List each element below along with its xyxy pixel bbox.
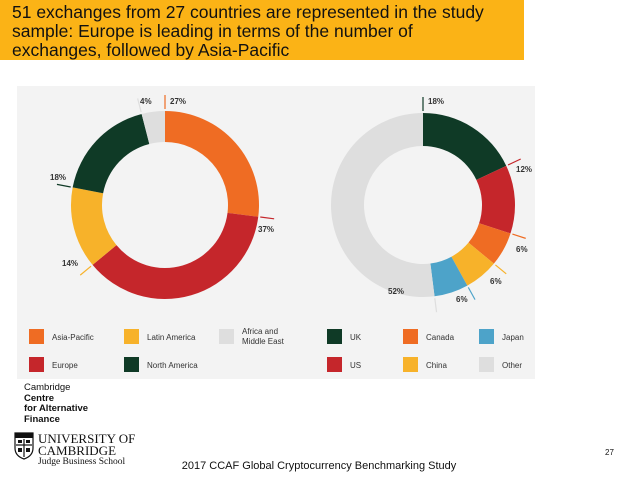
donut2-slice-other (331, 113, 435, 297)
donut2-label-china: 6% (490, 277, 502, 286)
donut1-slice-europe (92, 212, 259, 299)
legend1-swatch-north-america (124, 357, 139, 372)
legend1-label-north-america: North America (147, 361, 198, 370)
donut2-slice-us (476, 165, 515, 234)
legend2-swatch-us (327, 357, 342, 372)
footer-text: 2017 CCAF Global Cryptocurrency Benchmar… (181, 460, 457, 472)
legend1-swatch-asia-pacific (29, 329, 44, 344)
donut1-label-europe: 37% (258, 225, 274, 234)
legend1-swatch-latin-america (124, 329, 139, 344)
donut2-leader-china (495, 264, 507, 275)
legend2-label-uk: UK (350, 333, 362, 342)
donut1-slice-north-america (72, 113, 150, 194)
donut2-label-other: 52% (388, 287, 404, 296)
cambridge-text: CAMBRIDGE (38, 443, 117, 458)
donut2-label-uk: 18% (428, 97, 444, 106)
donut2-slice-japan (430, 256, 468, 297)
donut2-leader-us (507, 158, 521, 166)
ccaf-logo-line-3: for Alternative (24, 403, 89, 414)
legend1-swatch-europe (29, 357, 44, 372)
donut1-label-north-america: 18% (50, 173, 66, 182)
legend2-swatch-china (403, 357, 418, 372)
legend1-label-latin-america: Latin America (147, 333, 196, 342)
legend2-swatch-other (479, 357, 494, 372)
slide-title-line-3: exchanges, followed by Asia-Pacific (12, 40, 290, 60)
legend2-swatch-canada (403, 329, 418, 344)
legend2-label-canada: Canada (426, 333, 455, 342)
ccaf-logo: Cambridge Centre for Alternative Finance (24, 382, 89, 425)
legend2-label-other: Other (502, 361, 522, 370)
university-of-text: UNIVERSITY OF (38, 431, 136, 446)
judge-business-school-text: Judge Business School (38, 457, 126, 467)
donut1-leader-europe (260, 216, 275, 220)
ccaf-logo-line-2: Centre (24, 392, 55, 404)
donut2-slice-china (451, 242, 494, 286)
legend2-swatch-japan (479, 329, 494, 344)
donut2-leader-japan (467, 287, 476, 300)
crest-icon (14, 432, 34, 460)
legend1-label-europe: Europe (52, 361, 78, 370)
donut1-slice-asia-pacific (165, 111, 259, 217)
donut1-label-asia-pacific: 27% (170, 97, 186, 106)
legend1-label-africa-and-middle-east-line-2: Middle East (242, 337, 285, 346)
donut1-label-latin-america: 14% (62, 259, 78, 268)
donut2-label-us: 12% (516, 165, 532, 174)
donut1-slice-latin-america (71, 187, 117, 265)
legend1-label-asia-pacific: Asia-Pacific (52, 333, 94, 342)
legend1-label-africa-and-middle-east-line-1: Africa and (242, 327, 278, 336)
donut2-leader-canada (512, 233, 526, 239)
donut1-slice-africa-and-middle-east (141, 111, 165, 144)
slide-title-line-2: sample: Europe is leading in terms of th… (12, 21, 413, 41)
ccaf-logo-line-1: Cambridge (24, 382, 71, 393)
slide-title-line-1: 51 exchanges from 27 countries are repre… (12, 2, 484, 22)
donut2-leader-other (434, 298, 438, 313)
legend2-swatch-uk (327, 329, 342, 344)
legend2-label-us: US (350, 361, 361, 370)
donut2-label-canada: 6% (516, 245, 528, 254)
donut1-leader-africa-and-middle-east (137, 98, 142, 113)
legend2-label-china: China (426, 361, 447, 370)
ccaf-logo-line-4: Finance (24, 413, 60, 425)
page-number: 27 (605, 448, 614, 457)
donut1-label-africa-and-middle-east: 4% (140, 97, 152, 106)
legend2-label-japan: Japan (502, 333, 524, 342)
title-banner: 51 exchanges from 27 countries are repre… (0, 0, 524, 60)
donut2-slice-uk (423, 113, 507, 180)
donut1-leader-north-america (56, 183, 71, 188)
donut1-leader-latin-america (79, 265, 92, 276)
donut2-label-japan: 6% (456, 295, 468, 304)
legend1-swatch-africa-and-middle-east (219, 329, 234, 344)
donut2-slice-canada (468, 223, 511, 264)
